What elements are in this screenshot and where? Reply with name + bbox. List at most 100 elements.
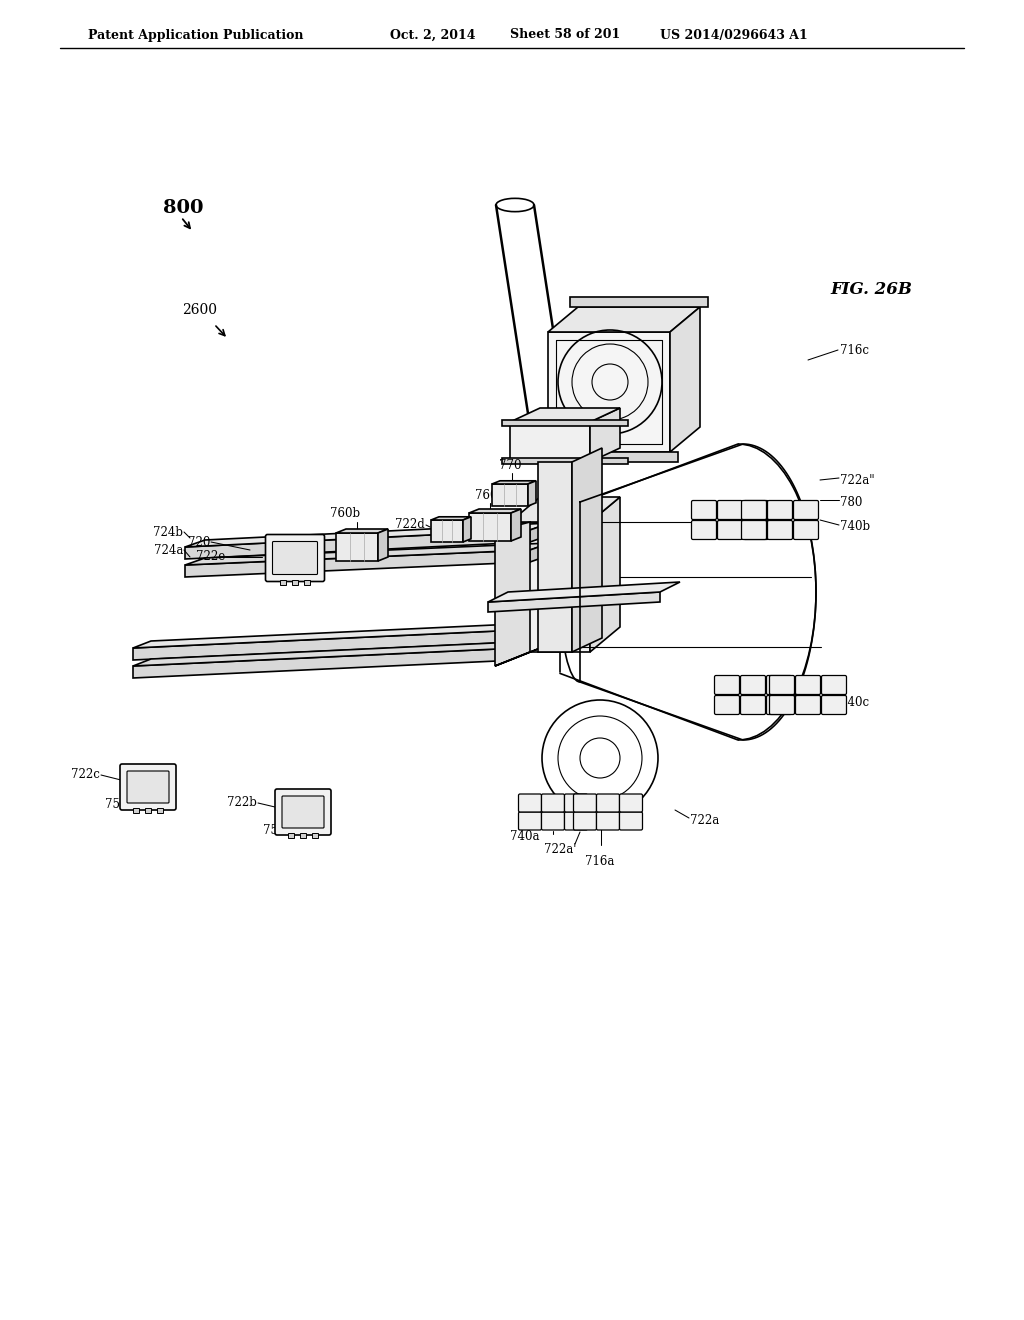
Text: Patent Application Publication: Patent Application Publication — [88, 29, 303, 41]
Polygon shape — [185, 543, 550, 565]
Text: 750a: 750a — [263, 824, 293, 837]
FancyBboxPatch shape — [691, 520, 717, 540]
Bar — [292, 579, 298, 585]
Polygon shape — [492, 480, 536, 484]
FancyBboxPatch shape — [715, 696, 739, 714]
Bar — [492, 484, 528, 506]
Text: 760a: 760a — [475, 488, 505, 502]
FancyBboxPatch shape — [741, 520, 767, 540]
Text: 724a: 724a — [154, 544, 183, 557]
Text: 716a: 716a — [586, 855, 614, 869]
FancyBboxPatch shape — [573, 812, 597, 830]
Polygon shape — [495, 645, 548, 667]
FancyBboxPatch shape — [794, 520, 818, 540]
FancyBboxPatch shape — [740, 696, 766, 714]
Polygon shape — [495, 521, 530, 667]
Polygon shape — [133, 624, 515, 648]
Text: 740b: 740b — [840, 520, 870, 533]
FancyBboxPatch shape — [769, 696, 795, 714]
FancyBboxPatch shape — [718, 520, 742, 540]
Bar — [304, 579, 310, 585]
FancyBboxPatch shape — [275, 789, 331, 836]
FancyBboxPatch shape — [796, 676, 820, 694]
Bar — [431, 520, 463, 543]
Polygon shape — [497, 642, 515, 661]
FancyBboxPatch shape — [768, 500, 793, 520]
Bar — [145, 808, 151, 813]
Text: 716c: 716c — [840, 343, 869, 356]
FancyBboxPatch shape — [743, 500, 768, 520]
Text: 724b: 724b — [153, 525, 183, 539]
FancyBboxPatch shape — [767, 696, 792, 714]
FancyBboxPatch shape — [127, 771, 169, 803]
Polygon shape — [336, 529, 388, 533]
Polygon shape — [570, 297, 708, 308]
FancyBboxPatch shape — [564, 812, 588, 830]
Text: 722d: 722d — [395, 519, 425, 532]
Polygon shape — [530, 523, 550, 543]
Text: 722e: 722e — [196, 550, 225, 564]
FancyBboxPatch shape — [518, 795, 542, 812]
Bar — [288, 833, 294, 838]
FancyBboxPatch shape — [740, 676, 766, 694]
FancyBboxPatch shape — [769, 676, 795, 694]
FancyBboxPatch shape — [597, 795, 620, 812]
Polygon shape — [488, 582, 680, 602]
Polygon shape — [528, 480, 536, 506]
Polygon shape — [510, 422, 590, 462]
Polygon shape — [185, 531, 530, 558]
Text: FIG. 26B: FIG. 26B — [830, 281, 912, 298]
Polygon shape — [502, 458, 628, 465]
Polygon shape — [502, 420, 628, 426]
FancyBboxPatch shape — [767, 676, 792, 694]
Polygon shape — [378, 529, 388, 561]
Bar — [280, 579, 286, 585]
Polygon shape — [590, 408, 620, 462]
Text: 800: 800 — [163, 199, 204, 216]
Bar — [469, 513, 511, 541]
FancyBboxPatch shape — [265, 535, 325, 582]
Text: 770: 770 — [499, 459, 521, 473]
Polygon shape — [530, 543, 550, 562]
Text: 760b: 760b — [330, 507, 360, 520]
Text: 750b: 750b — [104, 799, 135, 810]
Bar — [300, 833, 306, 838]
Polygon shape — [133, 631, 497, 660]
Text: 722a': 722a' — [544, 843, 577, 855]
FancyBboxPatch shape — [620, 812, 642, 830]
FancyBboxPatch shape — [282, 796, 324, 828]
FancyBboxPatch shape — [597, 812, 620, 830]
Text: Sheet 58 of 201: Sheet 58 of 201 — [510, 29, 621, 41]
Polygon shape — [133, 642, 515, 667]
FancyBboxPatch shape — [542, 812, 564, 830]
Polygon shape — [133, 649, 497, 678]
Bar — [157, 808, 163, 813]
FancyBboxPatch shape — [796, 696, 820, 714]
Polygon shape — [538, 462, 572, 652]
FancyBboxPatch shape — [821, 696, 847, 714]
FancyBboxPatch shape — [821, 676, 847, 694]
Text: 2600: 2600 — [182, 304, 217, 317]
Polygon shape — [540, 451, 678, 462]
FancyBboxPatch shape — [741, 500, 767, 520]
Polygon shape — [511, 510, 521, 541]
Text: 720: 720 — [187, 536, 210, 549]
Text: 780: 780 — [840, 495, 862, 508]
FancyBboxPatch shape — [542, 795, 564, 812]
Text: Oct. 2, 2014: Oct. 2, 2014 — [390, 29, 475, 41]
FancyBboxPatch shape — [573, 795, 597, 812]
Bar — [133, 808, 139, 813]
FancyBboxPatch shape — [518, 812, 542, 830]
Text: 722a": 722a" — [840, 474, 874, 487]
Polygon shape — [548, 333, 670, 451]
Polygon shape — [469, 510, 521, 513]
Polygon shape — [497, 624, 515, 643]
Polygon shape — [590, 498, 620, 652]
Text: 722b: 722b — [227, 796, 257, 809]
Text: 740c: 740c — [840, 696, 869, 709]
Polygon shape — [548, 308, 700, 333]
FancyBboxPatch shape — [718, 500, 742, 520]
Polygon shape — [185, 550, 530, 577]
FancyBboxPatch shape — [691, 500, 717, 520]
FancyBboxPatch shape — [768, 520, 793, 540]
